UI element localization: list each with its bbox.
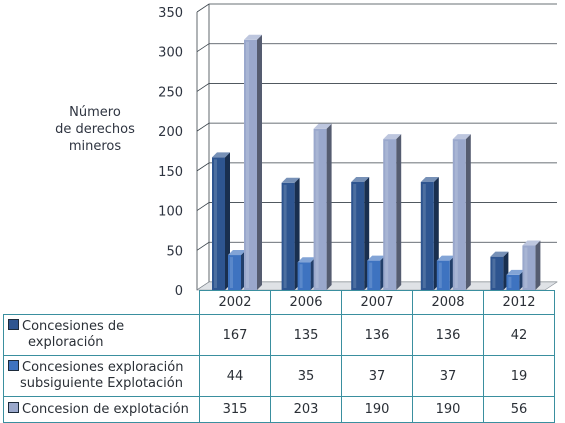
legend-entry: Concesiones exploración subsiguiente Expl… — [3, 355, 200, 397]
bar — [452, 139, 466, 290]
bar — [367, 260, 381, 290]
data-label: 167 — [199, 314, 271, 356]
bar-top — [351, 176, 370, 182]
legend-label: subsiguiente Explotación — [20, 376, 183, 391]
bar-highlight — [454, 141, 458, 288]
bar-top — [228, 250, 246, 256]
legend-label: Concesiones de — [22, 319, 125, 334]
bar-highlight — [230, 257, 233, 288]
y-tick-label: 300 — [158, 46, 183, 61]
y-tick-label: 50 — [166, 244, 183, 259]
bar-top — [420, 176, 439, 182]
bar — [436, 260, 450, 290]
data-label: 56 — [483, 396, 555, 423]
x-tick-label: 2002 — [199, 290, 271, 315]
x-tick-label: 2008 — [412, 290, 484, 315]
bar — [297, 262, 311, 290]
data-label: 190 — [341, 396, 413, 423]
bar — [244, 39, 257, 290]
bar-highlight — [283, 184, 287, 288]
data-label: 19 — [483, 355, 555, 397]
bar-side — [326, 123, 332, 290]
data-label: 37 — [412, 355, 484, 397]
data-label: 37 — [341, 355, 413, 397]
bar — [281, 182, 295, 290]
table-row: Concesion de explotación 315 203 190 190 56 — [3, 396, 555, 423]
bar — [313, 128, 327, 290]
legend-entry: Concesiones de exploración — [3, 314, 200, 356]
bar-highlight — [369, 262, 373, 288]
bar-highlight — [524, 247, 528, 288]
data-label: 203 — [270, 396, 342, 423]
bar-highlight — [508, 276, 512, 288]
bar-highlight — [422, 183, 426, 288]
data-label: 44 — [199, 355, 271, 397]
bar-highlight — [492, 258, 496, 288]
bar — [490, 256, 504, 290]
bar-highlight — [385, 141, 389, 288]
table-corner — [3, 290, 200, 315]
bar-highlight — [246, 41, 249, 288]
legend-entry: Concesion de explotación — [3, 396, 200, 423]
y-tick-label: 200 — [158, 125, 183, 140]
bar-side — [465, 134, 471, 290]
table-header-row: 2002 2006 2007 2008 2012 — [3, 290, 555, 315]
table-row: Concesiones de exploración 167 135 136 136 42 — [3, 314, 555, 356]
y-tick-label: 100 — [158, 205, 183, 220]
bar-top — [367, 255, 386, 261]
bar — [506, 274, 520, 290]
x-tick-label: 2006 — [270, 290, 342, 315]
bar — [383, 139, 397, 290]
legend-label: Concesiones exploración — [22, 360, 184, 375]
bar-top — [212, 152, 230, 158]
data-label: 135 — [270, 314, 342, 356]
bar-top — [281, 177, 300, 183]
bar-highlight — [438, 262, 442, 288]
legend-label: Concesion de explotación — [22, 401, 189, 417]
table-row: Concesiones exploración subsiguiente Expl… — [3, 355, 555, 397]
chart-container: 0 50 100 150 200 250 300 350 Número de derechos… — [3, 3, 558, 423]
bar-highlight — [214, 159, 217, 288]
bar-top — [506, 269, 525, 275]
bar-side — [396, 134, 402, 290]
data-label: 35 — [270, 355, 342, 397]
bar — [420, 181, 434, 290]
legend-key — [8, 319, 19, 330]
gridline — [196, 3, 557, 13]
legend-key — [8, 401, 19, 413]
bar — [522, 245, 536, 290]
bar — [228, 255, 241, 290]
data-label: 42 — [483, 314, 555, 356]
x-tick-label: 2007 — [341, 290, 413, 315]
bar-top — [436, 255, 455, 261]
legend-label: exploración — [28, 335, 104, 350]
bar-highlight — [315, 130, 319, 288]
bar — [212, 157, 225, 290]
x-tick-label: 2012 — [483, 290, 555, 315]
data-label: 136 — [412, 314, 484, 356]
bar-top — [452, 134, 471, 140]
bar-top — [297, 257, 316, 263]
y-axis-label: Número de derechos mineros — [55, 105, 135, 154]
bar-highlight — [299, 264, 303, 288]
bar-top — [244, 34, 262, 40]
bar — [351, 181, 365, 290]
y-tick-label: 150 — [158, 165, 183, 180]
bar-side — [257, 34, 262, 290]
data-label: 315 — [199, 396, 271, 423]
bar-side — [535, 240, 541, 290]
legend-key — [8, 360, 19, 371]
y-tick-label: 250 — [158, 85, 183, 100]
data-table: 2002 2006 2007 2008 2012 Concesiones de explor… — [3, 290, 555, 423]
bar-highlight — [353, 183, 357, 288]
data-label: 190 — [412, 396, 484, 423]
bar-top — [383, 134, 402, 140]
data-label: 136 — [341, 314, 413, 356]
bar-top — [522, 240, 541, 246]
bar-top — [490, 251, 509, 257]
bar-top — [313, 123, 332, 129]
y-tick-label: 350 — [158, 6, 183, 21]
